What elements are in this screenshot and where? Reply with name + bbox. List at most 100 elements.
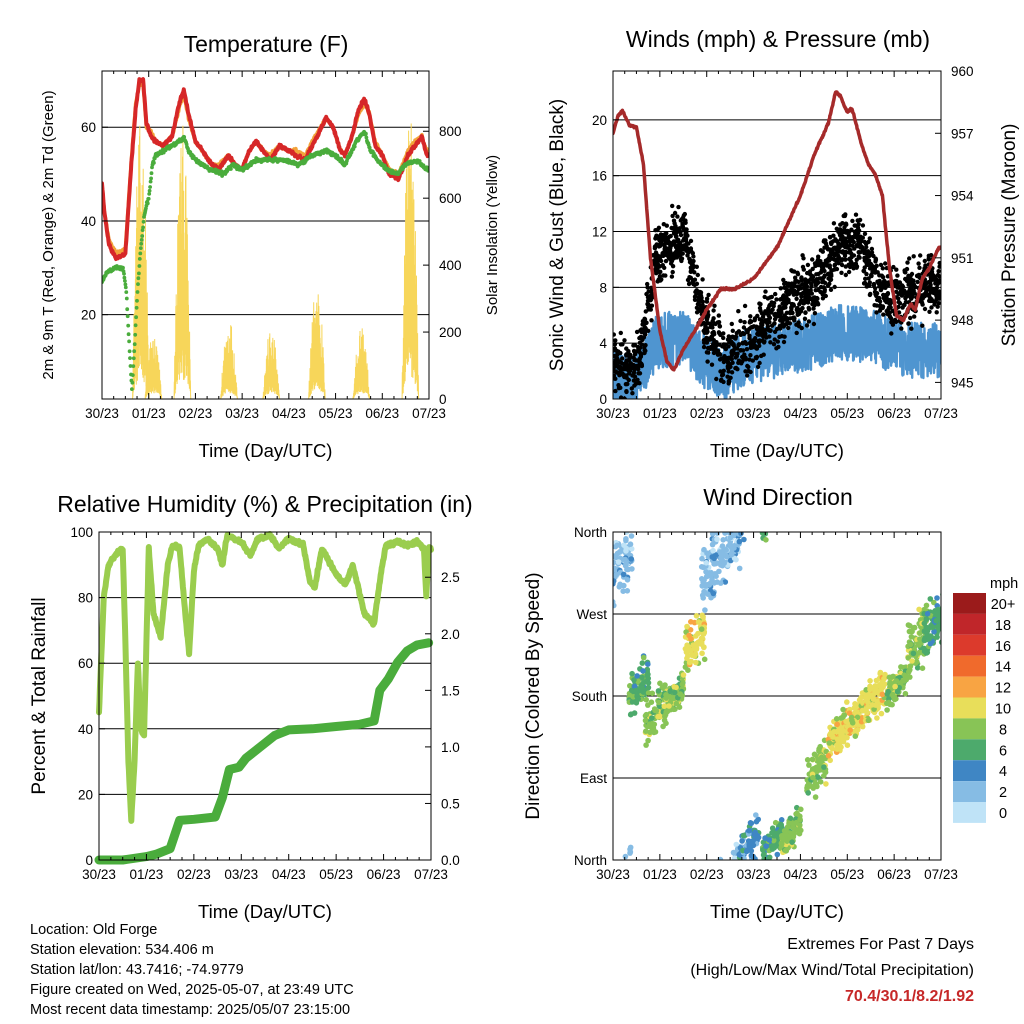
gust-point: [755, 364, 761, 369]
gust-point: [873, 286, 878, 291]
x-tick-label: 01/23: [132, 406, 166, 421]
gust-point: [747, 333, 752, 338]
direction-point: [907, 663, 914, 669]
direction-point: [703, 560, 710, 566]
gust-point: [784, 294, 789, 300]
dewpoint-point: [138, 246, 143, 251]
direction-point: [914, 665, 921, 671]
gust-point: [781, 339, 787, 345]
gust-point: [671, 256, 677, 261]
gust-point: [935, 304, 940, 309]
direction-point: [906, 669, 912, 675]
gust-point: [712, 348, 717, 353]
gust-point: [812, 295, 817, 300]
direction-point: [844, 734, 850, 741]
legend-swatch: [953, 718, 986, 740]
gust-point: [812, 311, 818, 316]
y-tick-label: 4: [599, 336, 607, 351]
direction-point: [839, 738, 845, 744]
gust-point: [911, 254, 916, 259]
gust-point: [756, 340, 762, 345]
gust-point: [926, 257, 931, 262]
direction-point: [740, 832, 747, 839]
y2-tick-label: 600: [439, 191, 462, 206]
direction-point: [649, 715, 655, 721]
direction-point: [890, 693, 897, 700]
gust-point: [701, 338, 707, 343]
gust-point: [872, 303, 877, 308]
direction-point: [698, 564, 705, 570]
gust-point: [666, 234, 672, 240]
dewpoint-point: [141, 219, 146, 224]
gust-point: [929, 290, 934, 295]
gust-point: [891, 264, 896, 270]
gust-point: [688, 265, 693, 270]
direction-point: [823, 781, 829, 787]
gust-point: [842, 213, 848, 219]
direction-point: [812, 794, 819, 800]
legend-label: 0: [999, 806, 1007, 822]
direction-point: [643, 711, 650, 718]
gust-point: [793, 278, 798, 283]
direction-point: [921, 620, 928, 627]
direction-point: [772, 819, 779, 826]
direction-point: [700, 595, 706, 601]
gust-point: [633, 358, 638, 363]
gust-point: [797, 302, 802, 307]
dewpoint-point: [133, 332, 138, 337]
gust-point: [823, 293, 828, 299]
gust-point: [637, 359, 642, 364]
gust-point: [771, 300, 777, 306]
gust-point: [613, 368, 617, 374]
gust-point: [864, 284, 869, 289]
gust-point: [799, 298, 804, 303]
gust-point: [761, 352, 766, 357]
gust-point: [787, 291, 792, 297]
dewpoint-point: [126, 332, 131, 337]
direction-point: [738, 532, 744, 537]
direction-point: [699, 583, 705, 589]
insolation-series: [220, 325, 238, 399]
dewpoint-point: [132, 342, 137, 347]
direction-point: [890, 673, 896, 680]
gust-point: [774, 326, 780, 332]
gust-point: [613, 338, 618, 343]
temp-9m-series: [102, 82, 429, 257]
x-tick-label: 02/23: [690, 406, 724, 421]
gust-point: [692, 270, 697, 275]
gust-point: [645, 285, 650, 290]
direction-point: [695, 619, 702, 625]
direction-point: [921, 628, 928, 634]
direction-point: [868, 692, 875, 698]
y-axis-label: 2m & 9m T (Red, Orange) & 2m Td (Green): [40, 90, 57, 379]
gust-point: [911, 278, 916, 283]
gust-point: [692, 277, 698, 282]
gust-point: [778, 318, 783, 323]
direction-point: [731, 545, 737, 551]
gust-point: [719, 377, 724, 382]
gust-point: [782, 302, 787, 307]
gust-point: [905, 275, 911, 280]
direction-point: [688, 619, 694, 625]
direction-point: [645, 671, 651, 678]
winds-plot: [613, 90, 941, 399]
gust-point: [822, 273, 827, 278]
direction-point: [817, 779, 824, 785]
direction-point: [736, 538, 743, 545]
gust-point: [790, 269, 795, 274]
gust-point: [736, 358, 742, 363]
direction-point: [905, 622, 912, 628]
direction-point: [760, 847, 766, 853]
direction-point: [825, 753, 832, 759]
gust-point: [795, 310, 800, 315]
gust-point: [801, 290, 806, 295]
gust-point: [676, 204, 681, 210]
gust-point: [854, 264, 860, 269]
y2-tick-label: 1.5: [441, 683, 460, 698]
gust-point: [654, 269, 660, 274]
direction-point: [865, 704, 871, 710]
gust-point: [877, 273, 882, 278]
gust-point: [840, 250, 845, 255]
gust-point: [765, 321, 770, 326]
gust-point: [814, 298, 819, 304]
